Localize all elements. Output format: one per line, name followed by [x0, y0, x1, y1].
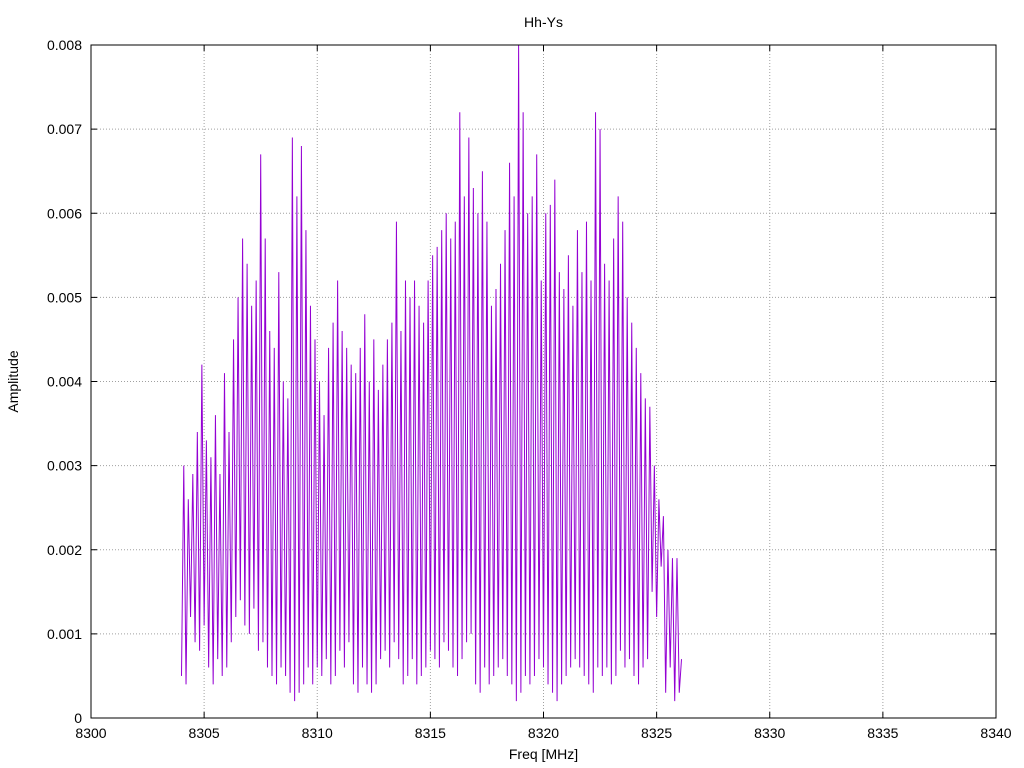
x-tick-label: 8305	[189, 725, 220, 741]
y-tick-label: 0.006	[47, 205, 82, 221]
series-layer	[181, 44, 683, 702]
y-axis-title: Amplitude	[5, 350, 21, 412]
y-tick-label: 0.002	[47, 542, 82, 558]
y-tick-label: 0.005	[47, 289, 82, 305]
y-tick-label: 0	[74, 710, 82, 726]
x-tick-label: 8310	[302, 725, 333, 741]
ticks: 8300 8305 8310 8315 8320 8325 8330 8335 8340 0 0.0…	[47, 37, 1012, 741]
x-tick-label: 8325	[641, 725, 672, 741]
y-tick-label: 0.003	[47, 458, 82, 474]
y-tick-label: 0.007	[47, 121, 82, 137]
chart-title: Hh-Ys	[524, 14, 563, 30]
series-line	[181, 44, 683, 702]
x-tick-label: 8300	[75, 725, 106, 741]
x-tick-label: 8320	[528, 725, 559, 741]
y-tick-label: 0.008	[47, 37, 82, 53]
x-tick-label: 8340	[980, 725, 1011, 741]
x-tick-label: 8330	[754, 725, 785, 741]
x-axis-title: Freq [MHz]	[509, 746, 578, 762]
x-tick-label: 8335	[867, 725, 898, 741]
x-tick-label: 8315	[415, 725, 446, 741]
y-tick-label: 0.001	[47, 626, 82, 642]
y-tick-label: 0.004	[47, 374, 82, 390]
